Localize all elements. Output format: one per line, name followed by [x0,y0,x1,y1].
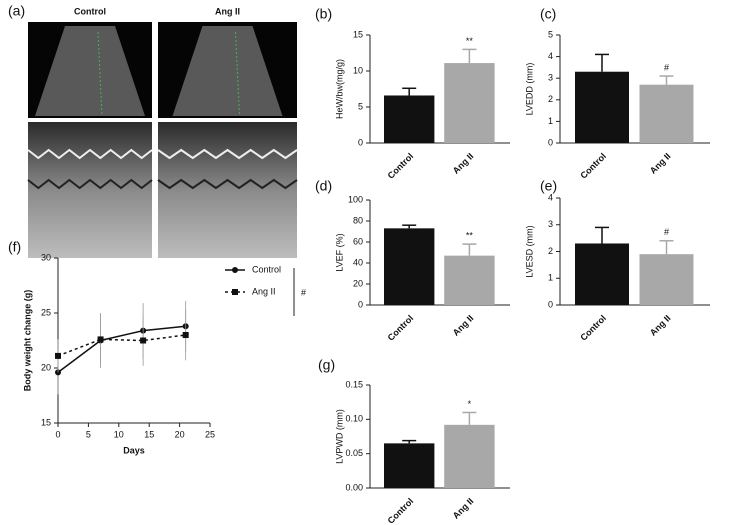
annotation: ** [466,36,474,46]
y-tick-label: 1 [548,116,553,126]
annotation: # [301,287,306,297]
y-tick-label: 0 [548,299,553,309]
y-axis-label: HeW/bw(mg/g) [334,59,344,119]
bar [444,255,495,305]
point [182,332,189,338]
y-tick-label: 5 [548,29,553,39]
y-tick-label: 3 [548,73,553,83]
panel-label: (d) [315,178,332,194]
x-tick-label: 20 [175,429,185,439]
annotation: ** [466,230,474,240]
x-tick-label: Ang II [451,313,476,338]
bar [575,243,629,305]
x-axis-label: Days [123,445,145,455]
x-tick-label: Control [578,313,608,343]
image-label: Control [74,6,106,16]
x-tick-label: Ang II [451,496,476,521]
m-mode-wall [27,148,153,160]
m-mode [158,122,297,258]
bar [384,228,435,305]
point [140,337,147,344]
y-tick-label: 15 [353,29,363,39]
x-tick-label: Control [578,151,608,181]
y-tick-label: 20 [41,362,51,372]
y-tick-label: 1 [548,273,553,283]
y-tick-label: 10 [353,65,363,75]
y-tick-label: 25 [41,307,51,317]
panel-label: (c) [540,6,556,22]
y-tick-label: 2 [548,94,553,104]
x-tick-label: 0 [55,429,60,439]
y-axis-label: LVEF (%) [334,233,344,271]
annotation: # [664,62,669,72]
m-mode-wall [157,148,298,160]
annotation: # [664,227,669,237]
annotation: * [468,399,472,409]
y-tick-label: 60 [353,236,363,246]
bar [444,63,495,143]
x-tick-label: Control [386,151,416,181]
y-tick-label: 4 [548,51,553,61]
point [232,267,238,273]
point [232,289,238,295]
x-tick-label: Control [386,313,416,343]
y-tick-label: 20 [353,278,363,288]
bar [384,443,435,488]
x-tick-label: Control [386,496,416,525]
m-mode-wall [157,178,298,190]
x-tick-label: Ang II [648,313,673,338]
y-tick-label: 0 [548,137,553,147]
panel-label: (e) [540,178,557,194]
series-line [57,334,186,357]
legend-label: Control [252,264,281,274]
series-line [57,325,186,374]
y-tick-label: 0.05 [345,448,363,458]
bar [575,71,629,143]
y-tick-label: 0.15 [345,379,363,389]
y-tick-label: 0.00 [345,482,363,492]
x-tick-label: Ang II [648,151,673,176]
image-label: Ang II [215,6,240,16]
y-tick-label: 15 [41,417,51,427]
y-axis-label: Body weight change (g) [22,290,32,392]
x-tick-label: 5 [86,429,91,439]
panel-label: (b) [315,6,332,22]
y-axis-label: LVESD (mm) [524,225,534,277]
y-tick-label: 5 [358,101,363,111]
y-axis-label: LVEDD (mm) [524,63,534,116]
x-tick-label: Ang II [451,151,476,176]
y-tick-label: 40 [353,257,363,267]
m-mode-wall [27,178,153,190]
y-axis-label: LVPWD (mm) [334,409,344,464]
panel-label: (a) [8,3,25,19]
m-mode [28,122,152,258]
bar [639,84,694,143]
y-tick-label: 0 [358,299,363,309]
y-tick-label: 30 [41,252,51,262]
bar [444,424,495,488]
y-tick-label: 100 [348,194,363,204]
panel-label: (f) [8,239,21,255]
x-tick-label: 25 [205,429,215,439]
point [55,352,61,359]
bar [639,254,694,305]
x-tick-label: 10 [114,429,124,439]
panel-label: (g) [318,357,335,373]
bar [384,95,435,143]
point [97,336,104,343]
y-tick-label: 80 [353,215,363,225]
y-tick-label: 4 [548,192,553,202]
y-tick-label: 0 [358,137,363,147]
y-tick-label: 0.10 [345,414,363,424]
echo-sector [172,26,283,116]
legend-label: Ang II [252,286,276,296]
x-tick-label: 15 [144,429,154,439]
y-tick-label: 3 [548,219,553,229]
echo-sector [35,26,145,116]
y-tick-label: 2 [548,246,553,256]
